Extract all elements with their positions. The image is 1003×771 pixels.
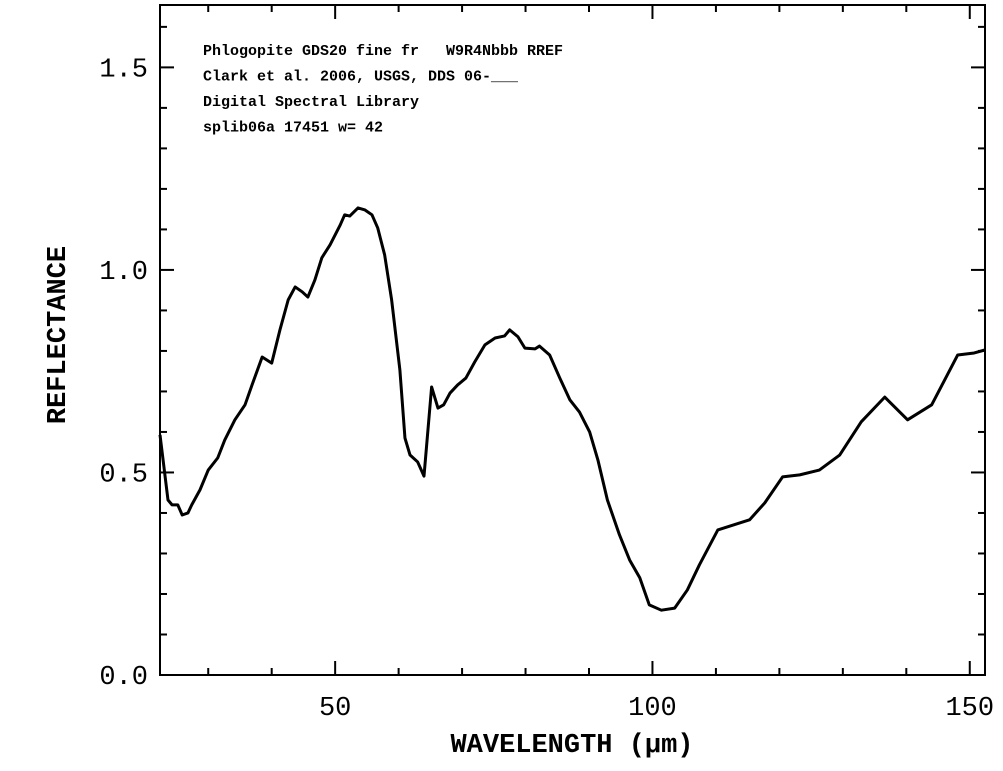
annotation: Clark et al. 2006, USGS, DDS 06-___ [203, 69, 519, 86]
y-tick-label: 1.0 [99, 258, 148, 288]
x-tick-label: 100 [628, 694, 677, 724]
plot-frame [159, 4, 986, 676]
y-tick-label: 1.5 [99, 55, 148, 85]
spectrum-line [158, 206, 985, 612]
y-tick-label: 0.0 [99, 663, 148, 693]
annotation: Digital Spectral Library [203, 94, 419, 111]
y-axis-label: REFLECTANCE [44, 246, 74, 424]
x-tick-label: 50 [319, 694, 351, 724]
x-tick-label: 150 [945, 694, 994, 724]
annotation: splib06a 17451 w= 42 [203, 120, 383, 137]
x-axis-label: WAVELENGTH (μm) [450, 731, 693, 761]
y-tick-label: 0.5 [99, 460, 148, 490]
annotation: Phlogopite GDS20 fine fr W9R4Nbbb RREF [203, 43, 563, 60]
